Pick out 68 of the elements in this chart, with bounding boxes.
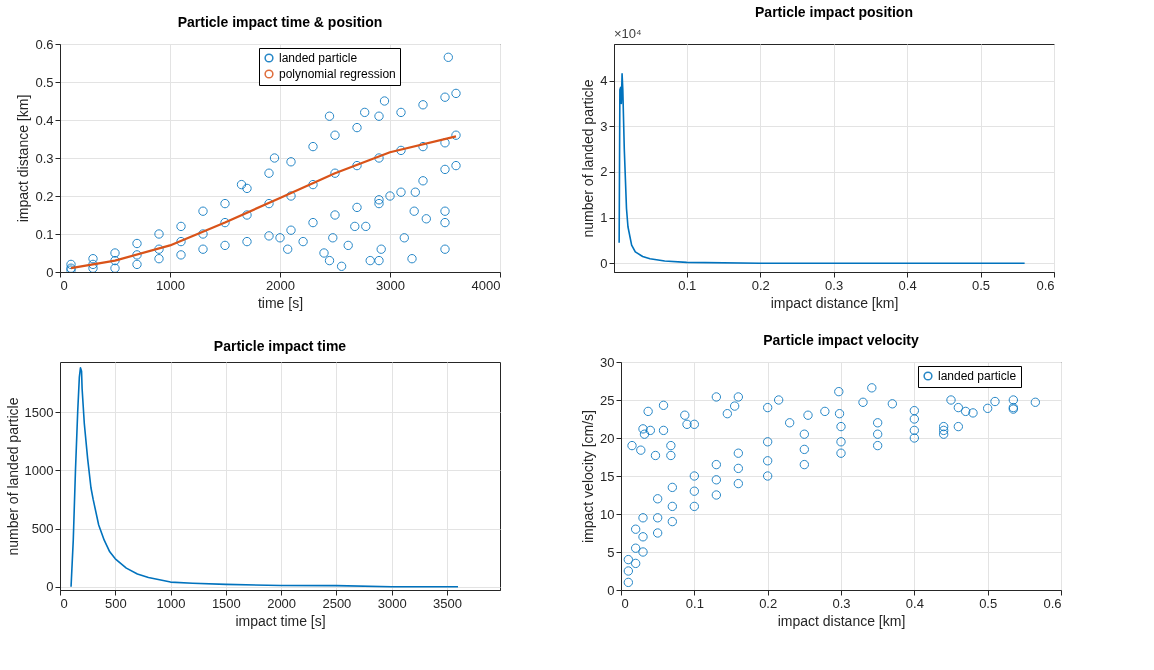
x-tick-label: 3000 bbox=[376, 277, 405, 293]
x-tick-label: 0.5 bbox=[979, 595, 998, 611]
y-tick-label: 0.4 bbox=[35, 112, 54, 128]
x-tick-label: 0.2 bbox=[759, 595, 778, 611]
x-tick-label: 0 bbox=[621, 595, 629, 611]
y-tick-label: 10 bbox=[600, 506, 615, 522]
x-tick-label: 1000 bbox=[156, 595, 186, 611]
y-tick-label: 15 bbox=[600, 468, 615, 484]
y-tick-label: 5 bbox=[607, 544, 615, 560]
y-tick-label: 500 bbox=[31, 521, 54, 537]
x-tick-label: 2500 bbox=[322, 595, 352, 611]
x-tick-label: 2000 bbox=[266, 277, 295, 293]
x-tick-label: 1500 bbox=[211, 595, 241, 611]
y-axis-title: impact distance [km] bbox=[15, 94, 32, 223]
x-tick-label: 3500 bbox=[432, 595, 462, 611]
line-series bbox=[69, 135, 458, 270]
y-tick-label: 25 bbox=[600, 392, 615, 408]
line-series bbox=[618, 72, 1026, 265]
x-tick-label: 0.3 bbox=[825, 277, 844, 293]
x-tick-label: 0.3 bbox=[832, 595, 851, 611]
x-tick-label: 3000 bbox=[377, 595, 407, 611]
chart-title: Particle impact position bbox=[755, 4, 913, 20]
y-tick-label: 0.3 bbox=[35, 150, 54, 166]
x-tick-label: 0.5 bbox=[972, 277, 991, 293]
x-tick-label: 0 bbox=[60, 595, 68, 611]
x-tick-label: 500 bbox=[104, 595, 127, 611]
x-tick-label: 1000 bbox=[156, 277, 185, 293]
x-axis-title: impact time [s] bbox=[235, 612, 326, 629]
y-tick-label: 20 bbox=[600, 430, 615, 446]
y-tick-label: 30 bbox=[600, 354, 615, 370]
y-tick-label: 1 bbox=[600, 210, 608, 226]
y-tick-label: 0.1 bbox=[35, 226, 54, 242]
x-tick-label: 0.2 bbox=[751, 277, 770, 293]
legend-label: landed particle bbox=[938, 369, 1017, 383]
y-tick-label: 0 bbox=[46, 579, 54, 595]
y-tick-label: 0.2 bbox=[35, 188, 54, 204]
y-tick-label: 0 bbox=[607, 582, 615, 598]
chart-title: Particle impact time & position bbox=[177, 14, 383, 30]
x-tick-label: 0.6 bbox=[1043, 595, 1062, 611]
line-series bbox=[70, 367, 459, 588]
chart-title: Particle impact velocity bbox=[763, 332, 920, 348]
x-tick-label: 4000 bbox=[471, 277, 501, 293]
x-axis-title: impact distance [km] bbox=[770, 294, 899, 311]
x-tick-label: 0.6 bbox=[1036, 277, 1055, 293]
text: ×10⁴ bbox=[614, 26, 642, 41]
x-axis-title: time [s] bbox=[257, 294, 304, 311]
chart-title: Particle impact time bbox=[213, 338, 347, 354]
y-tick-label: 2 bbox=[600, 164, 608, 180]
legend-label: landed particle bbox=[279, 51, 358, 65]
y-tick-label: 0 bbox=[46, 264, 54, 280]
x-tick-label: 2000 bbox=[267, 595, 297, 611]
y-tick-label: 3 bbox=[600, 118, 608, 134]
x-axis-title: impact distance [km] bbox=[777, 612, 906, 629]
x-tick-label: 0.1 bbox=[685, 595, 704, 611]
y-tick-label: 0.5 bbox=[35, 74, 54, 90]
y-axis-title: number of landed particle bbox=[580, 79, 597, 238]
x-tick-label: 0.4 bbox=[898, 277, 917, 293]
y-axis-title: impact velocity [cm/s] bbox=[580, 409, 597, 544]
x-tick-label: 0.1 bbox=[678, 277, 697, 293]
y-tick-label: 0.6 bbox=[35, 36, 54, 52]
y-tick-label: 1000 bbox=[24, 462, 54, 478]
y-tick-label: 1500 bbox=[24, 404, 54, 420]
x-tick-label: 0 bbox=[60, 277, 68, 293]
y-tick-label: 0 bbox=[600, 255, 608, 271]
x-tick-label: 0.4 bbox=[905, 595, 924, 611]
legend-label: polynomial regression bbox=[279, 67, 396, 81]
y-tick-label: 4 bbox=[600, 73, 608, 89]
y-axis-title: number of landed particle bbox=[4, 397, 21, 556]
